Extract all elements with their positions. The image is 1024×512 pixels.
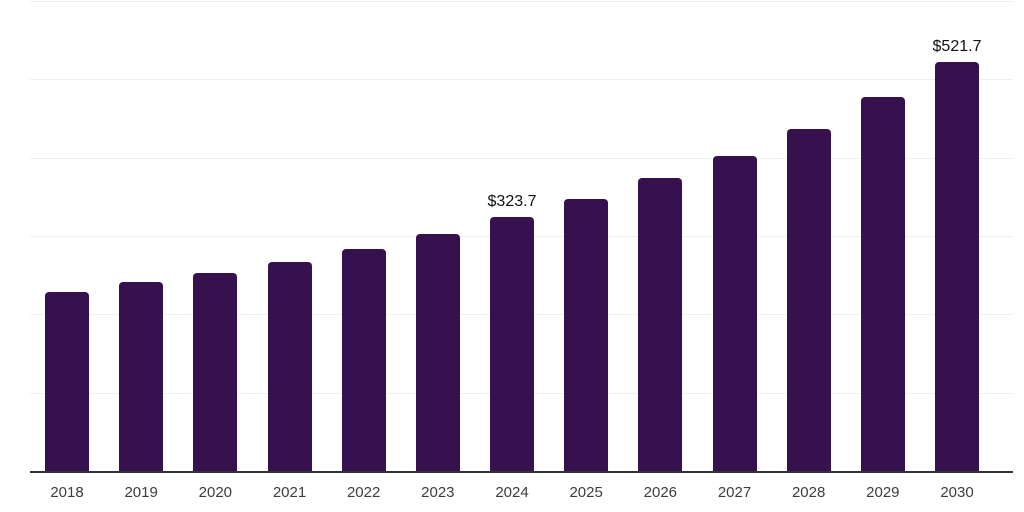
- x-tick-2019: 2019: [124, 484, 158, 501]
- x-tick-2026: 2026: [643, 484, 678, 501]
- x-tick-2024: 2024: [495, 484, 529, 501]
- bar-2023: [415, 233, 460, 471]
- bar-2022: [341, 248, 386, 471]
- bar-2028: [786, 129, 831, 471]
- bar-2029: [860, 97, 905, 471]
- bar-2024: [490, 217, 534, 471]
- bar-2025: [564, 198, 609, 471]
- bar-2026: [638, 177, 683, 471]
- x-tick-2022: 2022: [346, 484, 381, 501]
- x-tick-2018: 2018: [50, 484, 84, 501]
- data-label-2024: $323.7: [487, 193, 537, 211]
- bar-2019: [119, 281, 164, 471]
- x-tick-2029: 2029: [866, 484, 900, 501]
- bar-2020: [193, 272, 238, 471]
- bar-2018: [45, 292, 89, 471]
- x-tick-2025: 2025: [569, 484, 603, 501]
- gridline-500: [30, 79, 1013, 81]
- bar-2030: [935, 62, 979, 471]
- data-label-2030: $521.7: [932, 38, 982, 56]
- x-tick-2023: 2023: [421, 484, 455, 501]
- gridline-600: [30, 1, 1013, 2]
- x-tick-2020: 2020: [198, 484, 233, 501]
- x-tick-2027: 2027: [717, 484, 752, 501]
- x-tick-2028: 2028: [791, 484, 826, 501]
- bar-2027: [712, 156, 757, 471]
- x-tick-2021: 2021: [272, 484, 307, 501]
- x-tick-2030: 2030: [940, 484, 974, 501]
- plot-area: $323.7 $521.7: [30, 0, 1013, 471]
- gridline-400: [30, 157, 1013, 159]
- bar-2021: [267, 261, 312, 471]
- x-axis-tick-labels: 2018 2019 2020 2021 2022 2023 2024 2025 2026 2027…: [0, 484, 1024, 504]
- x-axis-line: [30, 471, 1013, 473]
